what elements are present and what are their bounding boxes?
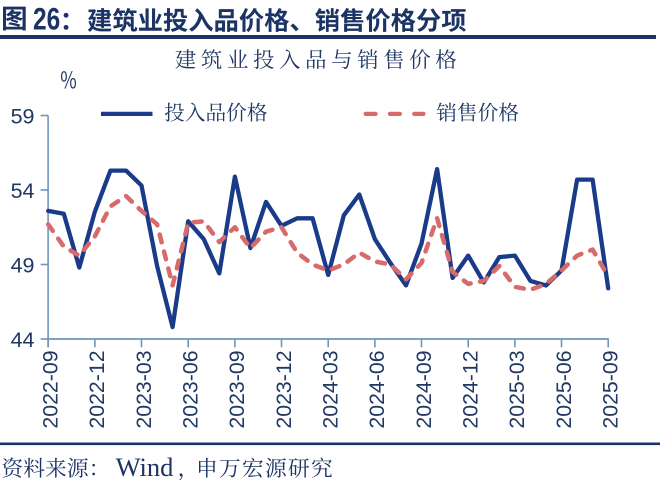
svg-text:2025-03: 2025-03 <box>505 350 529 428</box>
svg-text:2024-09: 2024-09 <box>412 350 436 428</box>
svg-text:26: 26 <box>33 0 60 36</box>
svg-text:44: 44 <box>11 328 35 352</box>
svg-text:49: 49 <box>11 254 35 278</box>
svg-text:2023-06: 2023-06 <box>179 350 203 428</box>
svg-text:54: 54 <box>11 179 35 203</box>
svg-text:2023-09: 2023-09 <box>225 350 249 428</box>
svg-text:2024-12: 2024-12 <box>459 350 483 428</box>
svg-text:Wind: Wind <box>116 452 174 482</box>
svg-text:2024-03: 2024-03 <box>319 350 343 428</box>
svg-text:59: 59 <box>11 105 35 129</box>
svg-text:2025-09: 2025-09 <box>599 350 623 428</box>
svg-text:2022-12: 2022-12 <box>85 350 109 428</box>
svg-text:2025-06: 2025-06 <box>552 350 576 428</box>
svg-text:2022-09: 2022-09 <box>39 350 63 428</box>
svg-text:2024-06: 2024-06 <box>365 350 389 428</box>
svg-text:2023-12: 2023-12 <box>272 350 296 428</box>
svg-text:2023-03: 2023-03 <box>132 350 156 428</box>
